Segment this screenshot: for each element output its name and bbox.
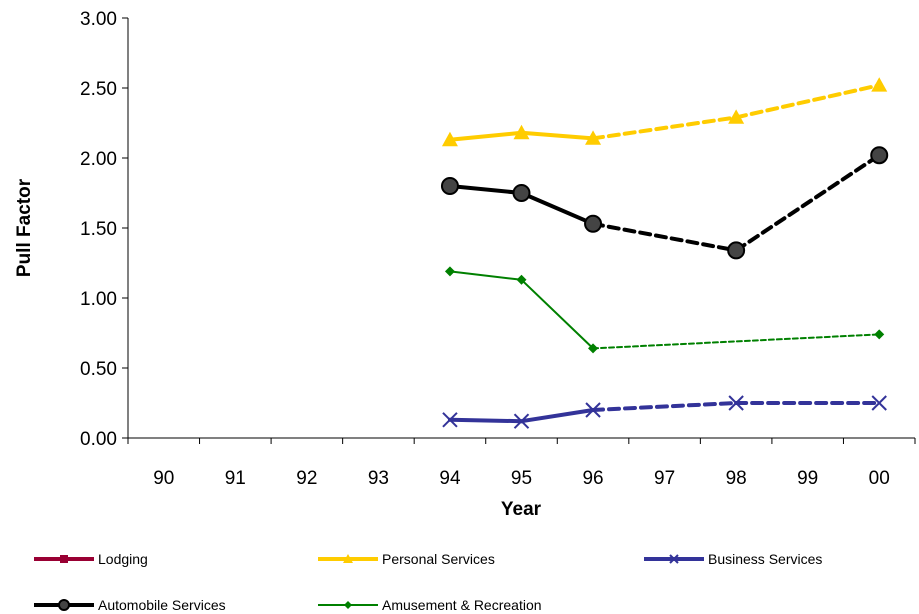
x-tick-label: 92 (296, 468, 317, 489)
legend-label: Lodging (98, 551, 148, 567)
y-tick-label: 1.00 (80, 289, 117, 310)
line-marker (441, 131, 458, 147)
line-marker (343, 554, 353, 563)
line-marker (442, 412, 458, 428)
series-layer (440, 77, 889, 429)
series-amusement-recreation (444, 266, 885, 354)
legend-item: Amusement & Recreation (318, 597, 542, 613)
line-marker (871, 395, 887, 411)
line-marker (588, 343, 599, 354)
legend-label: Amusement & Recreation (382, 597, 542, 613)
x-axis-title: Year (501, 499, 542, 520)
plot-area: 0.00 0.50 1.00 1.50 2.00 2.50 3.00 90 91 92 93 94 95… (80, 9, 916, 489)
x-tick-label: 93 (368, 468, 389, 489)
marker-stroke (871, 395, 887, 411)
x-tick-label: 95 (511, 468, 532, 489)
line-marker (585, 130, 602, 145)
legend-label: Business Services (708, 551, 822, 567)
x-tick-label: 94 (439, 468, 461, 489)
marker-stroke (442, 412, 458, 428)
line-marker (728, 395, 744, 411)
line-marker (512, 184, 531, 202)
series-line (447, 417, 524, 424)
line-marker (513, 413, 530, 429)
legend-label: Automobile Services (98, 597, 226, 613)
series-line (519, 130, 596, 141)
line-marker (728, 109, 745, 124)
series-personal-services (441, 77, 888, 147)
line-marker (440, 177, 459, 195)
x-tick-label: 98 (726, 468, 747, 489)
series-line-dashed (591, 401, 739, 412)
line-marker (874, 329, 885, 340)
series-line-dashed (734, 83, 882, 120)
series-business-services (442, 395, 887, 429)
x-tick-label: 99 (797, 468, 818, 489)
series-line-dashed (591, 115, 739, 141)
line-marker (870, 146, 889, 165)
x-tick-label: 91 (225, 468, 246, 489)
line-marker (584, 214, 603, 233)
marker-stroke (728, 395, 744, 411)
legend-item: Business Services (644, 551, 822, 567)
line-marker (871, 77, 888, 92)
y-tick-label: 0.00 (80, 429, 117, 450)
series-line-dashed (734, 153, 882, 253)
x-tick-label: 97 (654, 468, 675, 489)
y-tick-label: 3.00 (80, 9, 117, 30)
legend-item: Automobile Services (34, 597, 226, 613)
series-automobile-services (440, 146, 889, 260)
series-line (520, 278, 595, 350)
marker-stroke (585, 402, 601, 418)
y-tick-label: 2.00 (80, 149, 117, 170)
line-marker (669, 554, 679, 564)
series-line (447, 184, 524, 195)
legend-label: Personal Services (382, 551, 495, 567)
series-line-dashed (592, 333, 881, 350)
legend: Lodging Personal Services Business Service… (34, 551, 822, 613)
y-axis-title: Pull Factor (14, 178, 35, 277)
line-marker (58, 599, 70, 611)
line-marker (60, 555, 68, 563)
marker-stroke (669, 554, 679, 564)
series-line (448, 270, 523, 281)
line-marker (585, 402, 601, 418)
y-tick-label: 0.50 (80, 359, 117, 380)
marker-stroke (513, 413, 530, 429)
line-marker (727, 241, 746, 260)
legend-item: Lodging (34, 551, 148, 567)
line-marker (344, 601, 352, 609)
legend-item: Personal Services (318, 551, 495, 567)
x-tick-label: 00 (869, 468, 890, 489)
y-tick-label: 2.50 (80, 79, 117, 100)
line-marker (444, 266, 455, 277)
series-line (447, 130, 524, 142)
x-tick-label: 90 (153, 468, 174, 489)
line-marker (513, 124, 530, 140)
y-tick-label: 1.50 (80, 219, 117, 240)
series-line (519, 408, 596, 424)
series-line-dashed (591, 221, 739, 253)
x-tick-label: 96 (582, 468, 603, 489)
line-marker (516, 274, 527, 285)
series-line (519, 191, 596, 226)
